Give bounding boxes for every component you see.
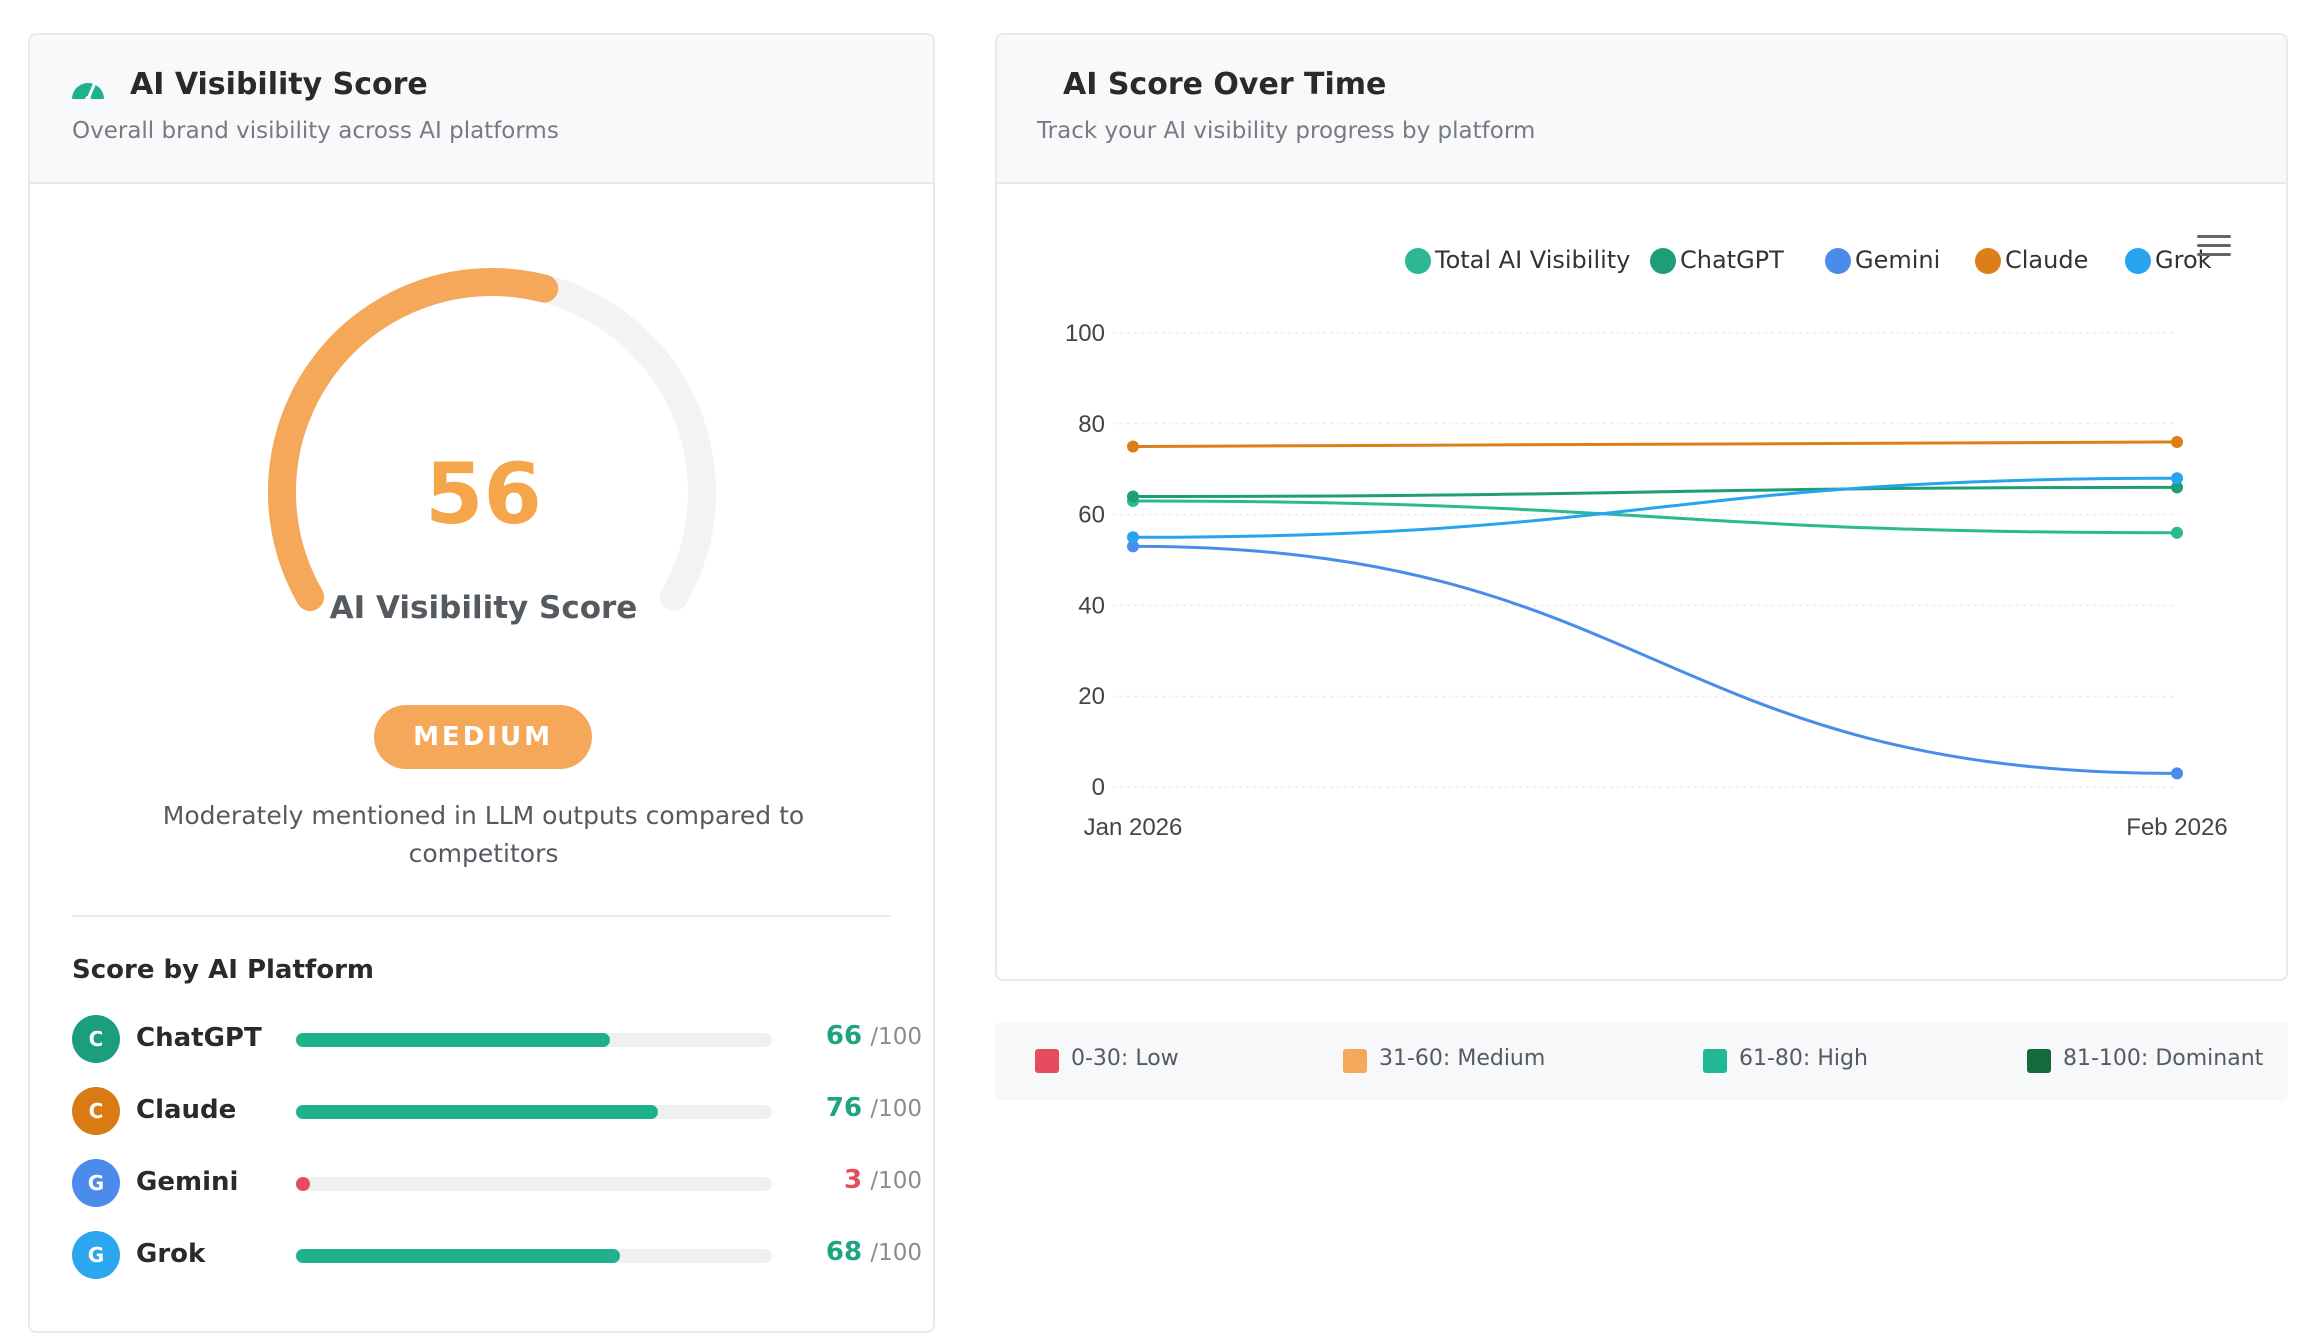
platform-name: Gemini: [136, 1167, 239, 1197]
speedometer-icon: [72, 83, 104, 102]
range-label: 81-100: Dominant: [2063, 1046, 2264, 1071]
platform-row-grok: G Grok 68 /100: [72, 1231, 922, 1281]
score-label: AI Visibility Score: [329, 590, 638, 626]
legend-label: Grok: [2155, 246, 2212, 274]
score-value: 56: [425, 445, 542, 543]
platform-score-track: [296, 1105, 772, 1119]
hamburger-menu-icon[interactable]: [2197, 235, 2231, 261]
platform-score: 66 /100: [826, 1021, 922, 1051]
range-swatch: [1703, 1049, 1727, 1073]
legend-dot: [2125, 248, 2151, 274]
platform-score-bar: [296, 1033, 611, 1047]
y-tick-label: 20: [1078, 683, 1105, 710]
score-gauge: [267, 268, 716, 611]
platform-avatar: C: [72, 1015, 120, 1063]
platform-score-value: 66: [825, 1021, 863, 1051]
platform-row-chatgpt: C ChatGPT 66 /100: [72, 1015, 922, 1065]
y-tick-label: 80: [1078, 411, 1105, 438]
y-tick-label: 0: [1092, 774, 1105, 801]
y-tick-label: 100: [1065, 320, 1105, 347]
platform-name: ChatGPT: [136, 1023, 262, 1053]
range-label: 61-80: High: [1739, 1046, 1868, 1071]
legend-label: Claude: [2005, 246, 2089, 274]
x-tick-label: Feb 2026: [2126, 814, 2227, 841]
platform-row-gemini: G Gemini 3 /100: [72, 1159, 922, 1209]
platform-score-bar: [296, 1177, 311, 1191]
legend-label: Gemini: [1855, 246, 1941, 274]
platform-score-max: /100: [870, 1168, 922, 1194]
platform-score-value: 76: [825, 1093, 863, 1123]
legend-dot: [1650, 248, 1676, 274]
score-line-chart: 0 20 40 60 80 100 Jan 2026 Feb 2026: [1065, 320, 2228, 841]
card-subtitle: Track your AI visibility progress by pla…: [1037, 118, 1536, 144]
legend-dot: [1825, 248, 1851, 274]
series-line-claude: [1132, 440, 2178, 448]
platform-score-max: /100: [870, 1096, 922, 1122]
data-point: [2171, 767, 2183, 780]
card-title: AI Score Over Time: [1063, 67, 1387, 102]
platform-avatar: G: [72, 1231, 120, 1279]
legend-dot: [1405, 248, 1431, 274]
data-point: [1127, 531, 1139, 544]
range-label: 31-60: Medium: [1379, 1046, 1546, 1071]
platform-row-claude: C Claude 76 /100: [72, 1087, 922, 1137]
platform-score-value: 68: [825, 1237, 863, 1267]
score-over-time-card: AI Score Over Time Track your AI visibil…: [995, 33, 2288, 981]
data-point: [2171, 526, 2183, 539]
range-swatch: [1035, 1049, 1059, 1073]
platform-score-track: [296, 1249, 772, 1263]
y-tick-label: 60: [1078, 502, 1105, 529]
range-label: 0-30: Low: [1071, 1046, 1179, 1071]
score-description: Moderately mentioned in LLM outputs comp…: [162, 801, 805, 868]
series-line-gemini: [1132, 544, 2178, 775]
gauge-fill: [267, 268, 559, 611]
series-line-chatgpt: [1132, 485, 2178, 498]
score-range-legend: 0-30: Low 31-60: Medium 61-80: High 81-100:…: [995, 1022, 2288, 1100]
platform-name: Grok: [136, 1239, 206, 1269]
platform-name: Claude: [136, 1095, 237, 1125]
legend-dot: [1975, 248, 2001, 274]
card-subtitle: Overall brand visibility across AI platf…: [72, 118, 559, 144]
data-point: [1127, 490, 1139, 503]
y-tick-label: 40: [1078, 592, 1105, 619]
platform-avatar: G: [72, 1159, 120, 1207]
range-swatch: [2027, 1049, 2051, 1073]
score-over-time-header: AI Score Over Time Track your AI visibil…: [997, 35, 2286, 184]
data-point: [2171, 481, 2183, 494]
platform-score: 76 /100: [826, 1093, 922, 1123]
platform-avatar: C: [72, 1087, 120, 1135]
platform-score-max: /100: [870, 1240, 922, 1266]
platform-score-bar: [296, 1105, 658, 1119]
data-point: [1127, 540, 1139, 553]
platform-score-max: /100: [870, 1024, 922, 1050]
data-point: [2171, 435, 2183, 448]
platforms-section-title: Score by AI Platform: [72, 955, 374, 985]
level-badge: MEDIUM: [374, 705, 592, 769]
platform-score: 3 /100: [844, 1165, 922, 1195]
x-tick-label: Jan 2026: [1084, 814, 1183, 841]
legend-label: ChatGPT: [1680, 246, 1784, 274]
divider: [72, 915, 891, 917]
range-swatch: [1343, 1049, 1367, 1073]
legend-label: Total AI Visibility: [1435, 246, 1631, 274]
series-line-grok: [1132, 476, 2178, 539]
platform-score-track: [296, 1177, 772, 1191]
platform-score-track: [296, 1033, 772, 1047]
data-point: [1127, 440, 1139, 453]
series-line-total-ai-visibility: [1132, 499, 2178, 535]
card-title: AI Visibility Score: [130, 67, 428, 102]
platform-score-bar: [296, 1249, 620, 1263]
ai-visibility-card-header: AI Visibility Score Overall brand visibi…: [30, 35, 933, 184]
platform-score-value: 3: [843, 1165, 863, 1195]
platform-score: 68 /100: [826, 1237, 922, 1267]
ai-visibility-card: AI Visibility Score Overall brand visibi…: [28, 33, 935, 1333]
data-point: [2171, 472, 2183, 485]
